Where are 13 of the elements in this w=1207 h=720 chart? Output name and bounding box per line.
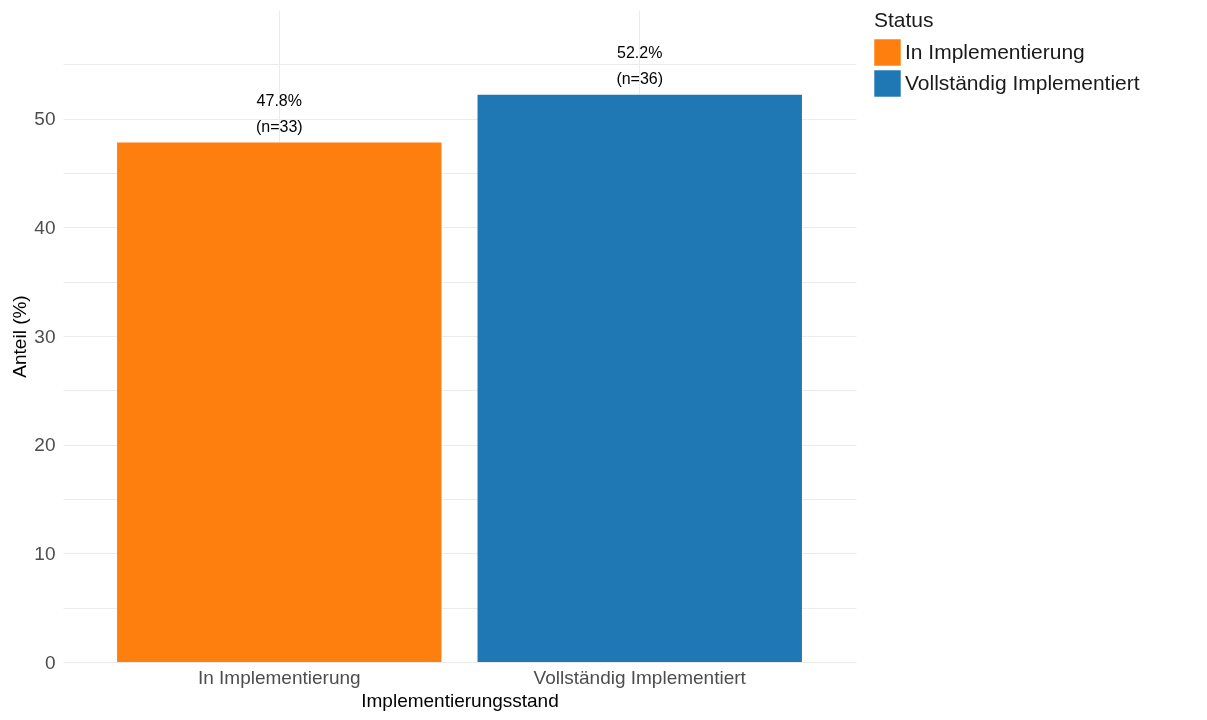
y-axis-title: Anteil (%) [9,295,31,378]
y-tick-label: 30 [34,325,56,347]
text: 47.8% (n=33) [255,91,303,135]
legend-label: In Implementierung [905,39,1085,63]
legend-title: Status [874,8,934,31]
text: 52.2% (n=36) [616,43,664,87]
y-tick-label: 50 [34,108,56,130]
x-axis-title: Implementierungsstand [361,689,559,711]
y-tick-label: 0 [44,651,56,673]
y-tick-label: 10 [34,542,56,564]
y-tick-label: 40 [34,216,56,238]
legend-label: Vollständig Implementiert [905,70,1140,94]
y-tick-label: 20 [34,434,56,456]
